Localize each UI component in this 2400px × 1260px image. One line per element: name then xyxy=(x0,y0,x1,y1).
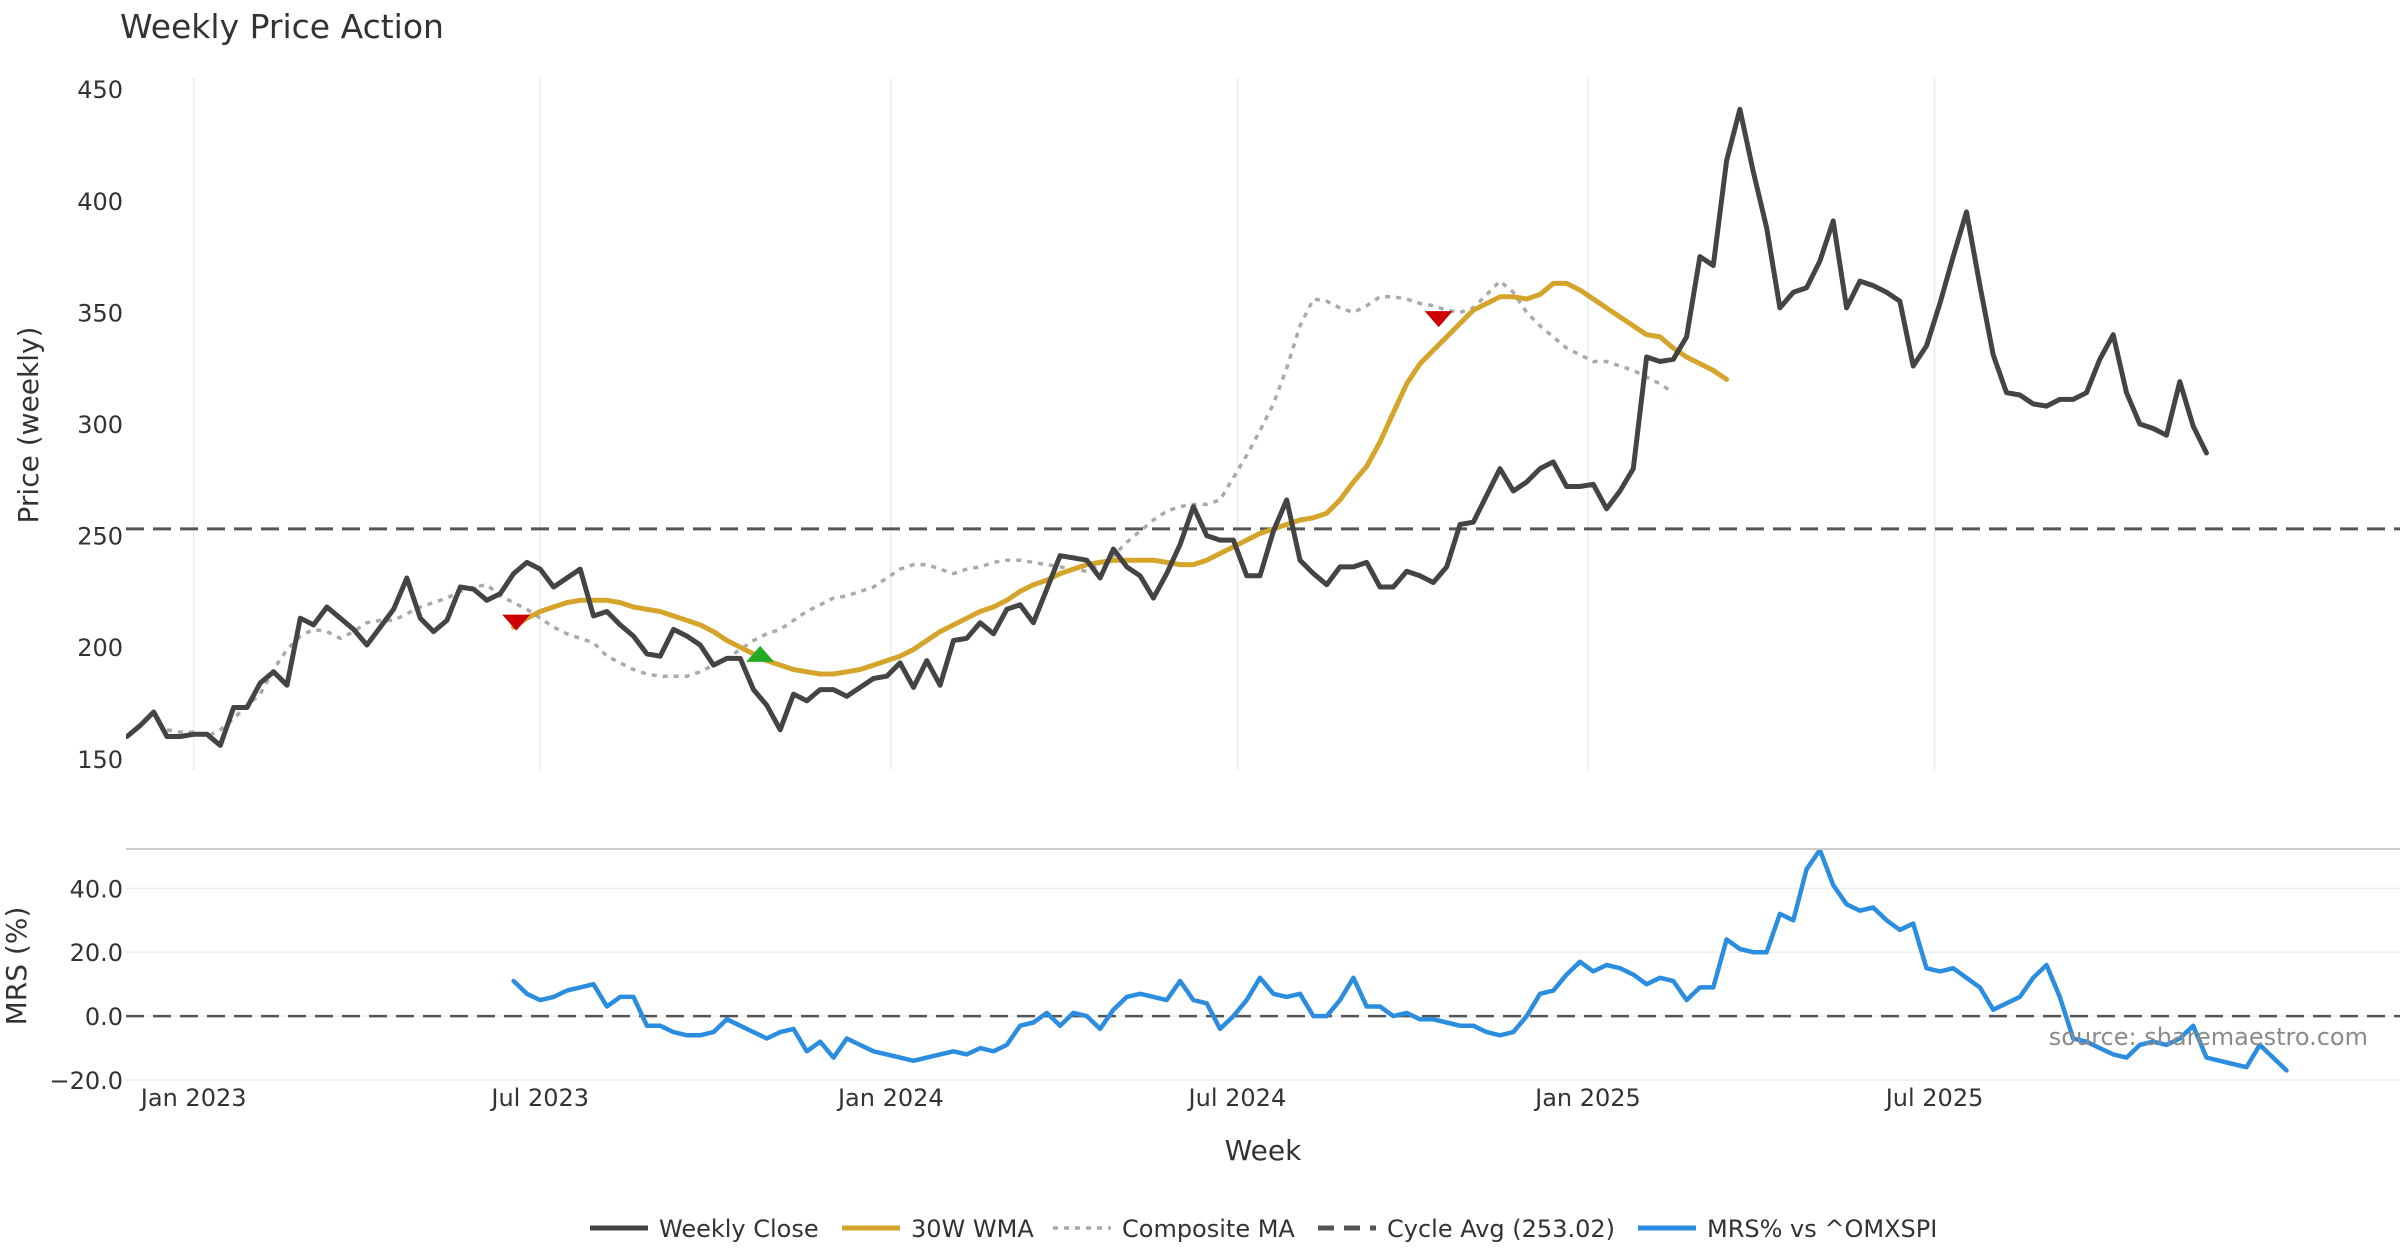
buy-signal-marker xyxy=(746,645,775,662)
price-y-tick-label: 200 xyxy=(77,634,123,662)
series-30w-wma xyxy=(511,280,1730,677)
legend-item-composite-ma: Composite MA xyxy=(1053,1215,1295,1243)
mrs-y-tick-label: 40.0 xyxy=(70,875,123,903)
x-tick-label: Jan 2024 xyxy=(836,1084,944,1112)
chart-title: Weekly Price Action xyxy=(120,7,444,46)
mrs-y-tick-label: 0.0 xyxy=(85,1003,123,1031)
mrs-y-axis-label: MRS (%) xyxy=(0,907,33,1026)
mrs-series xyxy=(126,850,2400,1073)
legend-item-mrs-vs-omxspi: MRS% vs ^OMXSPI xyxy=(1638,1215,1937,1243)
price-y-tick-label: 350 xyxy=(77,299,123,327)
legend-item-30w-wma: 30W WMA xyxy=(842,1215,1034,1243)
sell-signal-marker xyxy=(1424,311,1453,328)
x-tick-label: Jul 2024 xyxy=(1187,1084,1287,1112)
legend: Weekly Close 30W WMA Composite MA Cycle Avg… xyxy=(590,1215,1937,1243)
price-y-tick-label: 150 xyxy=(77,746,123,774)
price-gridlines xyxy=(192,78,1936,770)
series-mrs-vs-omxspi xyxy=(511,850,2289,1073)
legend-label: Weekly Close xyxy=(659,1215,819,1243)
x-tick-label: Jan 2025 xyxy=(1533,1084,1641,1112)
series-weekly-close xyxy=(126,106,2209,748)
x-tick-label: Jul 2023 xyxy=(489,1084,589,1112)
legend-label: Composite MA xyxy=(1122,1215,1295,1243)
series-composite-ma xyxy=(166,279,1675,739)
legend-label: 30W WMA xyxy=(911,1215,1034,1243)
price-series xyxy=(126,106,2400,748)
sell-signal-marker xyxy=(502,614,531,631)
mrs-y-ticks: 40.0 20.0 0.0 −20.0 xyxy=(49,875,123,1095)
legend-item-cycle-avg-253-02: Cycle Avg (253.02) xyxy=(1318,1215,1615,1243)
price-y-axis-label: Price (weekly) xyxy=(12,327,45,524)
x-tick-label: Jul 2025 xyxy=(1884,1084,1984,1112)
x-axis-ticks: Jan 2023 Jul 2023 Jan 2024 Jul 2024 Jan 2025… xyxy=(139,1084,1984,1112)
mrs-y-tick-label: −20.0 xyxy=(49,1067,123,1095)
price-y-tick-label: 400 xyxy=(77,188,123,216)
price-y-tick-label: 450 xyxy=(77,76,123,104)
price-y-tick-label: 300 xyxy=(77,411,123,439)
legend-label: Cycle Avg (253.02) xyxy=(1387,1215,1615,1243)
price-y-tick-label: 250 xyxy=(77,523,123,551)
x-tick-label: Jan 2023 xyxy=(139,1084,247,1112)
mrs-y-tick-label: 20.0 xyxy=(70,939,123,967)
price-panel: 150 200 250 300 350 400 450 Price (weekly) xyxy=(12,76,2400,774)
mrs-panel: 40.0 20.0 0.0 −20.0 MRS (%) source: sharema… xyxy=(0,850,2400,1095)
x-axis-label: Week xyxy=(1225,1134,1302,1167)
price-y-ticks: 150 200 250 300 350 400 450 xyxy=(77,76,123,774)
legend-label: MRS% vs ^OMXSPI xyxy=(1707,1215,1937,1243)
source-watermark: source: sharemaestro.com xyxy=(2049,1023,2368,1051)
signal-markers xyxy=(502,311,1453,662)
legend-item-weekly-close: Weekly Close xyxy=(590,1215,819,1243)
